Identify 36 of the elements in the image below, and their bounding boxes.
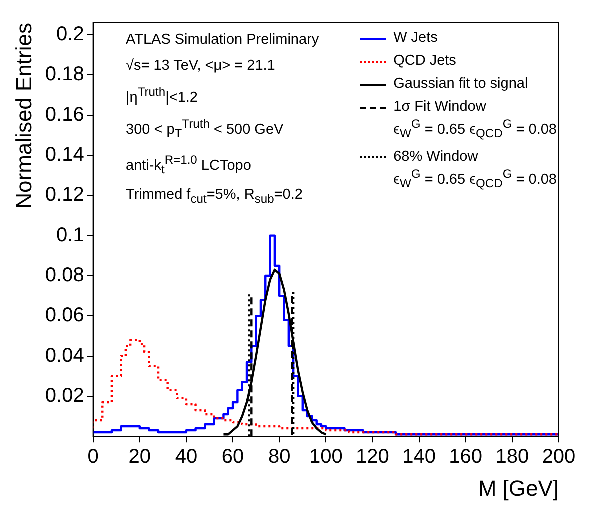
annotation: √s= 13 TeV, <μ> = 21.1 (126, 58, 276, 75)
legend-label: 1σ Fit Window (394, 99, 486, 116)
x-tick-label: 140 (402, 446, 436, 468)
y-axis-title: Normalised Entries (11, 23, 36, 209)
x-tick-label: 60 (222, 446, 244, 468)
y-tick-label: 0.2 (56, 24, 84, 46)
y-tick-label: 0.08 (45, 264, 84, 286)
x-tick-label: 20 (128, 446, 152, 468)
y-tick-label: 0.02 (45, 384, 84, 407)
legend-label: W Jets (394, 30, 438, 47)
annotation: anti-k$_{t}$$^{R=1.0}$ LCTopo (126, 152, 252, 178)
x-tick-label: 100 (309, 446, 343, 468)
annotation: 300 < p$_{T}$$^{Truth}$ < 500 GeV (126, 116, 285, 143)
x-tick-label: 180 (496, 446, 530, 468)
x-tick-label: 0 (88, 446, 99, 468)
x-axis-title: M [GeV] (478, 476, 559, 501)
y-tick-label: 0.06 (45, 304, 84, 327)
annotation: ATLAS Simulation Preliminary (126, 32, 320, 49)
legend-label: QCD Jets (394, 53, 456, 70)
y-tick-label: 0.12 (45, 184, 84, 206)
annotation: ϵ$_{W}$$^{G}$ = 0.65 ϵ$_{QCD}$$^{G}$ = 0.08 (394, 166, 557, 192)
y-tick-label: 0.04 (45, 344, 84, 367)
x-tick-label: 160 (449, 446, 483, 468)
y-tick-label: 0.14 (45, 144, 84, 166)
y-tick-label: 0.1 (56, 224, 84, 246)
annotation: Trimmed f$_{cut}$=5%, R$_{sub}$=0.2 (126, 187, 304, 208)
annotation: ϵ$_{W}$$^{G}$ = 0.65 ϵ$_{QCD}$$^{G}$ = 0.08 (394, 116, 557, 143)
legend-label: Gaussian fit to signal (394, 76, 528, 93)
x-tick-label: 120 (356, 446, 390, 468)
x-tick-label: 80 (268, 446, 291, 468)
y-tick-label: 0.16 (45, 104, 84, 126)
y-tick-label: 0.18 (45, 64, 84, 86)
x-tick-label: 40 (175, 446, 198, 468)
x-tick-label: 200 (542, 446, 576, 468)
legend-label: 68% Window (394, 148, 478, 166)
annotation: |η$^{Truth}$|<1.2 (126, 84, 199, 107)
